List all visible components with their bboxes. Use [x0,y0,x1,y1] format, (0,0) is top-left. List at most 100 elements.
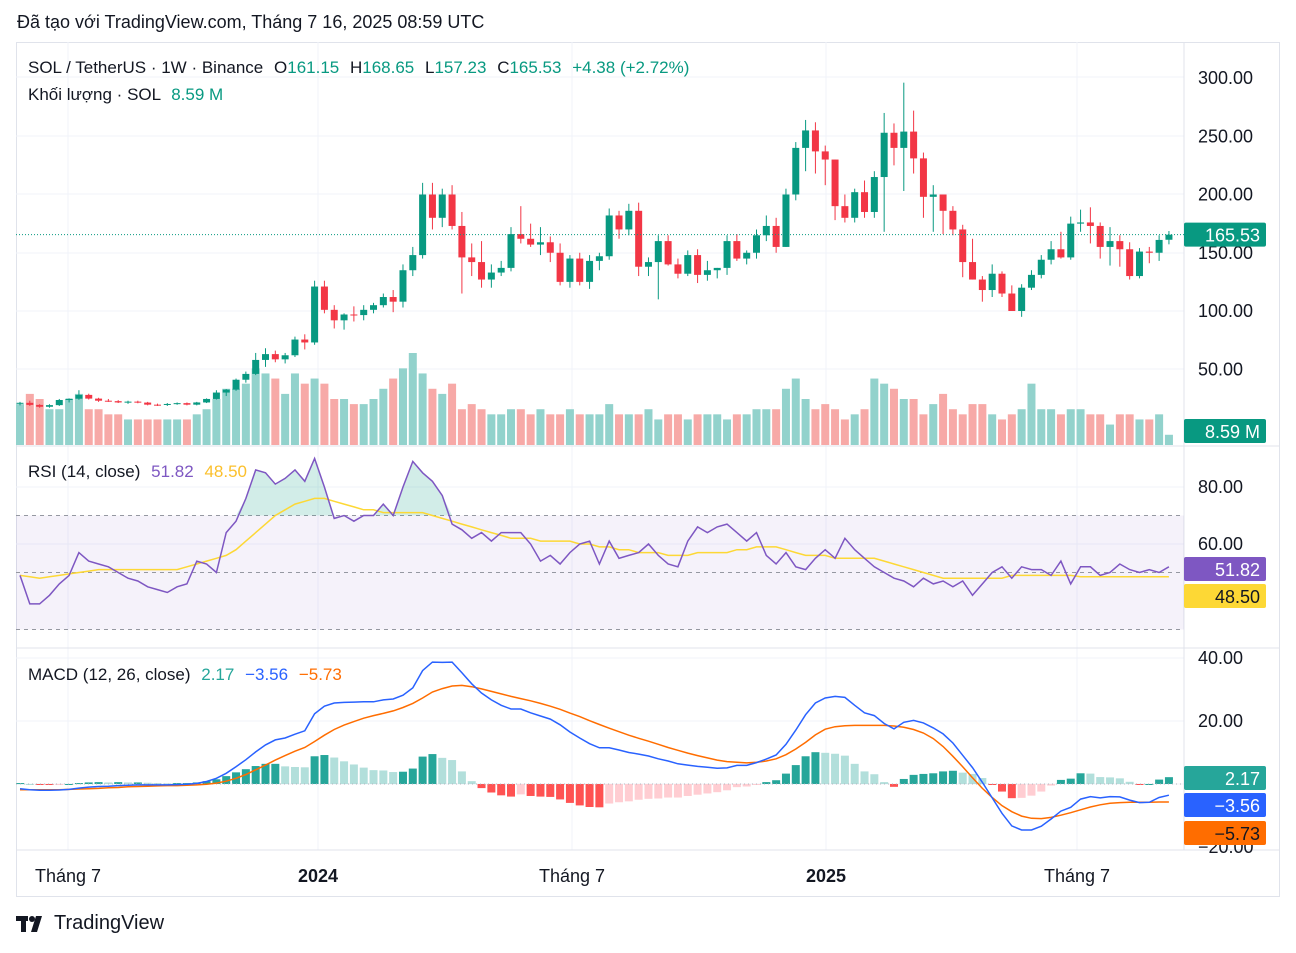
macd-hist-bar [25,784,34,785]
volume-bar [340,399,349,445]
candle-body [399,270,407,302]
candle-body [900,131,908,148]
candle-body [684,255,692,274]
candle-body [1106,241,1114,247]
candle-body [252,359,260,374]
volume-bar [84,409,93,445]
volume-bar [801,399,810,445]
macd-hist-bar [595,784,604,808]
candle-body [694,255,702,275]
brand-name: TradingView [54,912,165,934]
candle-body [163,403,171,405]
macd-hist-bar [408,768,417,784]
volume-bar [791,378,800,445]
volume-bar [634,414,643,445]
volume-bar [359,404,368,445]
macd-hist-bar [899,778,908,784]
candle-body [880,132,888,178]
candle-body [144,402,152,405]
candle-body [1096,225,1104,247]
rsi-label[interactable]: RSI (14, close) [28,462,141,481]
macd-label[interactable]: MACD (12, 26, close) [28,665,191,684]
candle-body [85,394,93,399]
candle-body [183,403,191,405]
price-legend: SOL / TetherUS · 1W · Binance O161.15 H1… [28,58,689,78]
candle-body [45,405,53,407]
volume-bar [133,419,142,445]
candle-body [134,401,142,403]
candle-body [1057,249,1065,258]
symbol-label[interactable]: SOL / TetherUS · 1W · Binance [28,58,264,77]
candle-body [644,262,652,267]
time-tick-label: Tháng 7 [539,866,605,886]
macd-hist-bar [742,784,751,787]
volume-bar [349,404,358,445]
volume-bar [664,414,673,445]
macd-hist-bar [998,784,1006,792]
volume-bar [202,409,211,445]
macd-hist-bar [929,773,938,784]
macd-hist-bar [84,782,93,784]
macd-hist-bar [1017,784,1026,798]
macd-hist-bar [74,783,83,785]
candle-body [104,400,112,402]
candle-body [654,241,662,263]
chart-canvas[interactable]: 300.00 250.00 200.00 150.00 100.00 50.00 165.5… [16,42,1280,897]
change-value: +4.38 (+2.72%) [572,58,690,77]
volume-bar [1155,414,1164,445]
macd-hist-bar [634,784,643,800]
candle-body [910,131,918,159]
macd-hist-bar [290,766,299,784]
candle-body [1018,287,1026,311]
volume-bar [1115,414,1124,445]
volume-bar [654,419,663,445]
signal-line [20,684,1169,820]
macd-hist-bar [114,782,123,784]
volume-label[interactable]: Khối lượng · SOL [28,85,161,104]
candle-body [811,130,819,152]
volume-bar [742,414,751,445]
macd-hist-bar [320,755,329,784]
volume-bar [290,373,299,445]
macd-hist-bar [163,783,172,785]
volume-tag: 8.59 M [1205,422,1260,442]
macd-hist-bar [723,784,732,791]
macd-hist-bar [359,767,368,784]
candle-body [959,229,967,263]
macd-hist-bar [448,760,457,784]
candle-body [291,339,299,356]
macd-hist-bar [889,784,898,787]
volume-bar [35,399,44,445]
macd-hist-bar [507,784,515,797]
macd-hist-bar [546,784,555,797]
time-tick-label: Tháng 7 [1044,866,1110,886]
volume-bar [968,404,977,445]
macd-hist-bar [909,774,918,784]
rsi-tick-label: 60.00 [1198,534,1243,554]
macd-hist-bar [556,784,565,800]
volume-bar [870,378,879,445]
macd-hist-bar [349,764,358,784]
candle-body [330,309,338,321]
macd-hist-bar [536,784,545,797]
candle-body [1067,223,1075,258]
rsi-legend: RSI (14, close) 51.82 48.50 [28,462,247,482]
volume-tag-bg [1184,419,1266,443]
volume-bar [398,368,407,445]
volume-bar [1056,414,1065,445]
candle-body [929,194,937,197]
candle-body [301,339,309,343]
macd-hist-bar [1135,784,1144,785]
volume-bar [487,414,496,445]
volume-bar [182,419,191,445]
volume-bar [546,414,555,445]
last-price-tag: 165.53 [1205,226,1260,246]
candle-body [792,147,800,195]
price-tick-label: 100.00 [1198,301,1253,321]
volume-bar [526,414,535,445]
macd-hist-bar [428,754,437,784]
volume-bar [693,414,702,445]
candle-body [478,262,486,280]
volume-bar [772,409,781,445]
volume-bar [497,414,506,445]
